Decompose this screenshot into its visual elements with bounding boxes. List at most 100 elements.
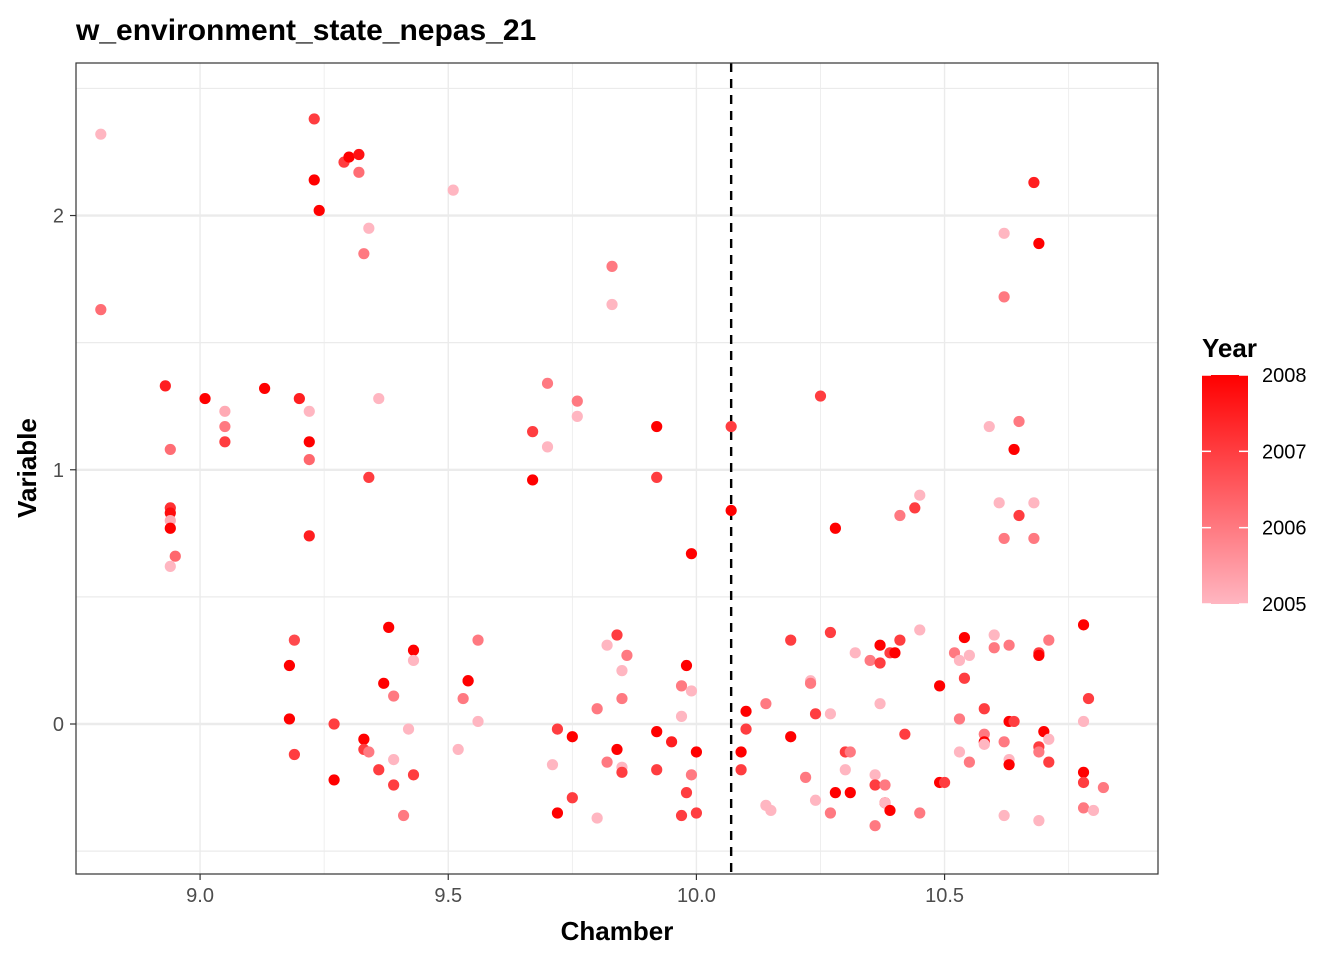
data-point bbox=[601, 756, 613, 768]
data-point bbox=[571, 410, 583, 422]
legend-title: Year bbox=[1202, 333, 1257, 363]
data-point bbox=[199, 392, 211, 405]
data-point bbox=[283, 659, 296, 672]
data-point bbox=[1013, 415, 1025, 428]
data-point bbox=[621, 649, 633, 661]
data-point bbox=[785, 731, 797, 743]
data-point bbox=[328, 718, 340, 730]
data-point bbox=[998, 809, 1010, 822]
data-point bbox=[651, 764, 663, 776]
data-point bbox=[1033, 649, 1045, 661]
data-point bbox=[373, 764, 385, 776]
data-point bbox=[809, 708, 822, 720]
data-point bbox=[884, 804, 896, 817]
data-point bbox=[1087, 804, 1100, 817]
data-point bbox=[462, 675, 474, 687]
data-point bbox=[541, 441, 554, 453]
data-point bbox=[909, 502, 921, 514]
data-point bbox=[472, 715, 484, 728]
data-point bbox=[373, 392, 385, 405]
legend-tick-label: 2008 bbox=[1262, 365, 1307, 387]
data-point bbox=[963, 756, 975, 768]
legend-ticks: 2005 2006 2007 2008 bbox=[1202, 365, 1307, 616]
data-point bbox=[591, 703, 603, 715]
data-point bbox=[551, 807, 564, 819]
y-tick-label: 0 bbox=[53, 714, 64, 736]
data-point bbox=[735, 764, 747, 776]
chart-title: w_environment_state_nepas_21 bbox=[75, 14, 536, 47]
data-point bbox=[988, 629, 1000, 641]
data-point bbox=[303, 436, 315, 448]
data-point bbox=[407, 654, 420, 667]
data-point bbox=[1028, 176, 1040, 189]
legend: Year 2005 2006 2007 2008 bbox=[1202, 333, 1307, 616]
data-point bbox=[651, 726, 663, 738]
data-point bbox=[259, 382, 271, 395]
data-point bbox=[527, 426, 539, 438]
data-point bbox=[616, 665, 628, 677]
data-point bbox=[1043, 733, 1055, 745]
data-point bbox=[283, 713, 296, 725]
data-point bbox=[1028, 532, 1040, 545]
data-point bbox=[765, 804, 777, 817]
data-point bbox=[541, 377, 554, 389]
data-point bbox=[397, 809, 410, 822]
data-point bbox=[874, 657, 886, 669]
data-point bbox=[978, 738, 990, 750]
data-point bbox=[1033, 746, 1045, 758]
data-points bbox=[95, 113, 1110, 832]
data-point bbox=[164, 522, 176, 534]
data-point bbox=[447, 184, 459, 196]
data-point bbox=[953, 654, 966, 667]
data-point bbox=[690, 746, 703, 758]
data-point bbox=[998, 291, 1010, 303]
y-tick-label: 1 bbox=[53, 460, 64, 482]
data-point bbox=[1077, 766, 1090, 778]
data-point bbox=[685, 769, 698, 781]
data-point bbox=[874, 639, 886, 651]
data-point bbox=[601, 639, 613, 651]
data-point bbox=[934, 680, 946, 692]
data-point bbox=[164, 443, 176, 456]
x-tick-label: 10.0 bbox=[677, 885, 716, 907]
data-point bbox=[894, 509, 906, 522]
data-point bbox=[606, 298, 618, 311]
data-point bbox=[993, 497, 1005, 509]
data-point bbox=[551, 723, 564, 735]
data-point bbox=[1008, 443, 1020, 456]
legend-tick-label: 2005 bbox=[1262, 594, 1307, 616]
data-point bbox=[685, 548, 698, 560]
data-point bbox=[963, 649, 975, 661]
data-point bbox=[219, 420, 231, 433]
data-point bbox=[958, 672, 971, 684]
data-point bbox=[879, 779, 891, 791]
data-point bbox=[1097, 781, 1110, 794]
data-point bbox=[844, 787, 856, 799]
data-point bbox=[938, 776, 951, 789]
y-axis: 0 1 2 bbox=[53, 206, 76, 736]
data-point bbox=[383, 621, 395, 633]
y-tick-label: 2 bbox=[53, 206, 64, 228]
data-point bbox=[1082, 692, 1095, 705]
data-point bbox=[288, 748, 300, 761]
data-point bbox=[953, 746, 966, 758]
data-point bbox=[353, 166, 365, 178]
legend-tick-label: 2006 bbox=[1262, 518, 1307, 540]
data-point bbox=[1077, 776, 1090, 789]
data-point bbox=[546, 759, 559, 771]
data-point bbox=[1013, 509, 1025, 522]
data-point bbox=[472, 634, 484, 646]
data-point bbox=[740, 723, 752, 735]
data-point bbox=[988, 642, 1000, 654]
data-point bbox=[785, 634, 797, 646]
data-point bbox=[651, 420, 663, 433]
data-point bbox=[914, 807, 926, 819]
data-point bbox=[829, 522, 841, 534]
data-point bbox=[1003, 639, 1015, 651]
data-point bbox=[566, 731, 578, 743]
data-point bbox=[685, 685, 698, 697]
data-point bbox=[874, 698, 886, 710]
data-point bbox=[978, 703, 990, 715]
data-point bbox=[527, 474, 539, 486]
